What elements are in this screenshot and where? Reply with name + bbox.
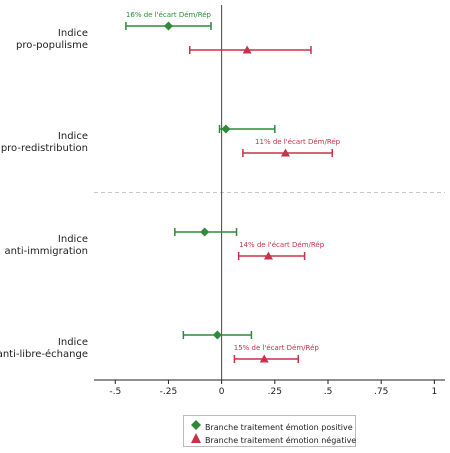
category-label-line2: anti-immigration: [4, 246, 88, 257]
point-estimate-diamond: [200, 227, 210, 237]
category-label-line2: pro-redistribution: [1, 143, 88, 154]
legend-label-positive: Branche traitement émotion positive: [205, 423, 353, 432]
category-label-line2: pro-populisme: [16, 40, 88, 51]
x-tick-label: 0: [219, 387, 225, 397]
category-label-line1: Indice: [58, 234, 88, 245]
triangle-icon: [190, 433, 202, 446]
legend: Branche traitement émotion positive Bran…: [183, 415, 356, 447]
category-label-line1: Indice: [58, 131, 88, 142]
x-tick-label: -.25: [160, 387, 178, 397]
point-estimate-triangle: [259, 354, 269, 363]
point-estimate-triangle: [242, 45, 252, 54]
x-tick-label: .5: [324, 387, 333, 397]
diamond-icon: [190, 420, 202, 433]
x-tick-label: .25: [268, 387, 282, 397]
annotation-label: 11% de l'écart Dém/Rép: [255, 138, 341, 146]
annotation-label: 15% de l'écart Dém/Rép: [234, 344, 320, 352]
annotation-label: 14% de l'écart Dém/Rép: [239, 241, 325, 249]
point-estimate-diamond: [221, 124, 231, 134]
point-estimate-diamond: [163, 21, 173, 31]
annotation-label: 16% de l'écart Dém/Rép: [126, 11, 212, 19]
legend-item-positive: Branche traitement émotion positive: [190, 420, 353, 433]
category-label-line2: anti-libre-échange: [0, 348, 88, 360]
legend-label-negative: Branche traitement émotion négative: [205, 436, 357, 445]
point-estimate-diamond: [212, 330, 222, 340]
x-tick-label: .75: [374, 387, 388, 397]
point-estimate-triangle: [263, 251, 273, 260]
legend-item-negative: Branche traitement émotion négative: [190, 433, 356, 446]
category-label-line1: Indice: [58, 337, 88, 348]
point-estimate-triangle: [280, 148, 290, 157]
x-tick-label: -.5: [109, 387, 121, 397]
category-label-line1: Indice: [58, 28, 88, 39]
x-tick-label: 1: [431, 387, 437, 397]
